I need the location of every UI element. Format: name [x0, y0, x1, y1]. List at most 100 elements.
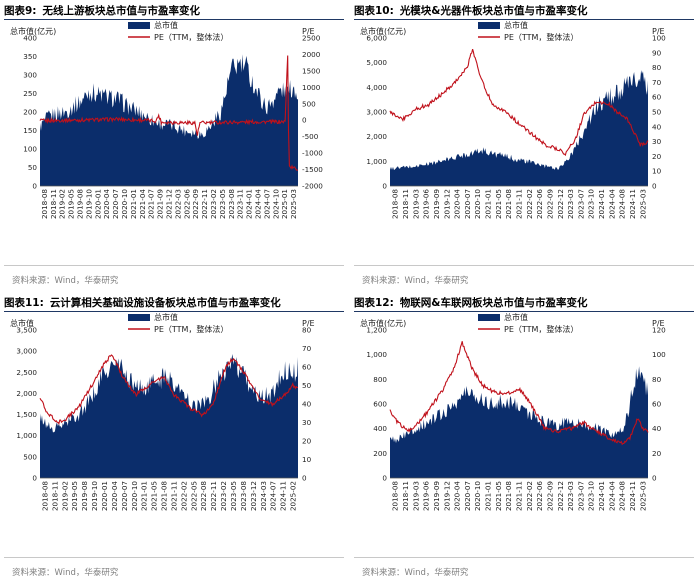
x-tick-label: 2022-06: [535, 189, 544, 219]
legend-area-swatch: [478, 22, 500, 29]
x-tick-label: 2020-01: [93, 189, 102, 219]
x-tick-label: 2025-03: [638, 481, 647, 511]
x-tick-label: 2021-05: [150, 481, 159, 511]
source-note: 资料来源：Wind，华泰研究: [12, 568, 119, 578]
chart-panel-4: 图表12: 物联网&车联网板块总市值与市盈率变化 总市值(亿元) P/E 总市值 PE（…: [350, 292, 700, 584]
right-tick-label: 90: [652, 48, 662, 57]
x-tick-label: 2019-12: [442, 189, 451, 219]
x-tick-label: 2019-10: [84, 189, 93, 219]
pe-line: [39, 354, 298, 425]
left-tick-label: 400: [23, 34, 37, 43]
right-tick-label: 30: [302, 418, 312, 427]
x-tick-label: 2020-07: [463, 189, 472, 219]
source-note: 资料来源：Wind，华泰研究: [362, 568, 469, 578]
right-tick-label: 30: [652, 137, 662, 146]
x-tick-label: 2021-05: [494, 481, 503, 511]
x-tick-label: 2024-11: [628, 189, 637, 219]
legend-area-label: 总市值: [504, 312, 528, 322]
title-rule: [4, 311, 344, 312]
x-tick-label: 2022-02: [525, 189, 534, 219]
x-tick-label: 2020-10: [130, 481, 139, 511]
x-tick-label: 2021-01: [484, 189, 493, 219]
x-tick-label: 2021-08: [504, 481, 513, 511]
x-tick-label: 2021-05: [494, 189, 503, 219]
x-tick-label: 2023-08: [239, 481, 248, 511]
right-tick-label: 80: [652, 63, 662, 72]
left-tick-label: 1,000: [366, 157, 387, 166]
right-tick-label: 100: [652, 350, 666, 359]
left-tick-label: 2,000: [16, 389, 37, 398]
x-tick-label: 2023-08: [227, 189, 236, 219]
title-rule: [354, 19, 694, 20]
x-tick-label: 2019-06: [422, 189, 431, 219]
chart-svg: 总市值(亿元) P/E 总市值 PE（TTM，整体法） 0 1,000 2,000 3,000…: [360, 20, 666, 219]
x-tick-label: 2019-05: [70, 481, 79, 511]
left-tick-label: 6,000: [366, 34, 387, 43]
x-tick-label: 2018-11: [401, 481, 410, 511]
right-tick-label: 50: [652, 108, 662, 117]
right-tick-label: 0: [652, 474, 657, 483]
legend-area-swatch: [128, 22, 150, 29]
left-tick-label: 500: [23, 452, 37, 461]
x-tick-label: 2020-10: [473, 189, 482, 219]
x-tick-label: 2024-01: [597, 481, 606, 511]
x-tick-label: 2023-12: [249, 481, 258, 511]
right-tick-label: -1500: [302, 165, 323, 174]
chart-svg: 总市值(亿元) P/E 总市值 PE（TTM，整体法） 0 50 100 150 200 250 3…: [10, 20, 323, 219]
right-tick-label: 20: [302, 437, 312, 446]
x-tick-label: 2023-02: [219, 481, 228, 511]
chart-title: 图表10: 光模块&光器件板块总市值与市盈率变化: [354, 5, 588, 17]
source-note: 资料来源：Wind，华泰研究: [12, 276, 119, 286]
x-tick-label: 2020-04: [453, 189, 462, 219]
right-tick-label: 10: [302, 455, 312, 464]
x-tick-label: 2022-09: [545, 481, 554, 511]
x-tick-label: 2018-08: [40, 481, 49, 511]
legend-line-label: PE（TTM，整体法）: [154, 32, 228, 42]
x-tick-label: 2018-08: [40, 189, 49, 219]
x-tick-label: 2020-04: [102, 189, 111, 219]
x-tick-label: 2018-08: [391, 189, 400, 219]
x-tick-label: 2021-01: [140, 481, 149, 511]
x-tick-label: 2019-08: [80, 481, 89, 511]
chart-svg: 总市值 P/E总市值PE（TTM，整体法）05001,0001,5002,0002…: [10, 312, 315, 511]
x-tick-label: 2021-09: [156, 189, 165, 219]
x-tick-label: 2021-08: [504, 189, 513, 219]
x-tick-label: 2024-03: [259, 481, 268, 511]
right-tick-label: 60: [652, 400, 662, 409]
x-tick-label: 2024-11: [279, 481, 288, 511]
left-tick-label: 4,000: [366, 83, 387, 92]
x-tick-label: 2020-10: [473, 481, 482, 511]
source-note: 资料来源：Wind，华泰研究: [362, 276, 469, 286]
left-tick-label: 1,000: [366, 350, 387, 359]
x-tick-label: 2021-07: [147, 189, 156, 219]
x-tick-label: 2024-01: [597, 189, 606, 219]
x-tick-label: 2023-03: [566, 189, 575, 219]
left-tick-label: 100: [23, 145, 37, 154]
x-tick-label: 2021-01: [484, 481, 493, 511]
x-tick-label: 2024-08: [618, 189, 627, 219]
chart-panel-3: 图表11: 云计算相关基础设施设备板块总市值与市盈率变化 总市值 P/E 总市值 PE（…: [0, 292, 350, 584]
left-tick-label: 350: [23, 52, 37, 61]
title-rule: [354, 311, 694, 312]
pe-line: [389, 341, 649, 446]
x-tick-label: 2024-08: [618, 481, 627, 511]
x-tick-label: 2023-10: [587, 189, 596, 219]
x-tick-label: 2019-05: [67, 189, 76, 219]
left-tick-label: 5,000: [366, 58, 387, 67]
right-tick-label: 0: [302, 116, 307, 125]
x-tick-label: 2019-10: [90, 481, 99, 511]
x-tick-label: 2022-11: [209, 481, 218, 511]
chart-panel-1: 图表9: 无线上游板块总市值与市盈率变化 总市值(亿元) P/E 总市值 PE（TTM，…: [0, 0, 350, 292]
left-tick-label: 2,000: [366, 132, 387, 141]
right-tick-label: 1500: [302, 66, 321, 75]
right-tick-label: 60: [302, 363, 312, 372]
x-tick-label: 2021-04: [138, 189, 147, 219]
x-tick-label: 2022-02: [179, 481, 188, 511]
x-tick-label: 2018-11: [50, 481, 59, 511]
chart-title: 图表9: 无线上游板块总市值与市盈率变化: [4, 5, 201, 17]
right-tick-label: 20: [652, 152, 662, 161]
right-tick-label: 70: [302, 344, 312, 353]
x-tick-label: 2019-02: [60, 481, 69, 511]
left-tick-label: 1,000: [16, 431, 37, 440]
x-tick-label: 2022-12: [556, 481, 565, 511]
